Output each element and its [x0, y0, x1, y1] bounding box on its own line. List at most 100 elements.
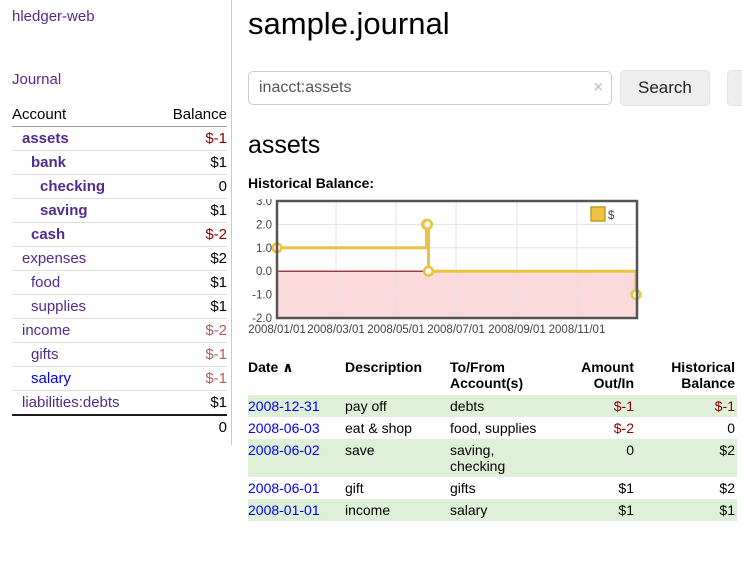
account-link-saving[interactable]: saving [40, 202, 88, 219]
transaction-date-link[interactable]: 2008-06-03 [248, 420, 320, 436]
account-balance: 0 [154, 174, 227, 199]
register-table-header: Date ∧ Description To/From Account(s) Amoun… [248, 355, 737, 395]
transaction-amount: 0 [626, 442, 634, 458]
account-link-liabilities-debts[interactable]: liabilities:debts [22, 394, 120, 411]
svg-text:-2.0: -2.0 [252, 313, 272, 325]
search-button[interactable]: Search [620, 70, 710, 106]
svg-text:2008/11/01: 2008/11/01 [549, 324, 606, 336]
transaction-amount: $-1 [613, 398, 634, 414]
account-link-gifts[interactable]: gifts [31, 346, 59, 363]
account-link-bank[interactable]: bank [31, 154, 67, 171]
account-row: supplies $1 [12, 294, 227, 319]
svg-text:2008/05/01: 2008/05/01 [367, 324, 425, 336]
transaction-row: 2008-06-01 gift gifts $1 $2 [248, 477, 737, 499]
svg-text:2008/01/01: 2008/01/01 [248, 324, 306, 336]
svg-text:2.0: 2.0 [256, 219, 272, 231]
spacer [12, 414, 155, 439]
accounts-header-balance: Balance [154, 103, 227, 127]
svg-text:2008/03/01: 2008/03/01 [307, 324, 365, 336]
column-header-description: Description [345, 359, 423, 375]
transaction-amount: $1 [618, 480, 634, 496]
column-header-date[interactable]: Date ∧ [248, 359, 294, 375]
account-row: checking 0 [12, 174, 227, 199]
transaction-accounts: food, supplies [450, 420, 537, 436]
transaction-date-link[interactable]: 2008-12-31 [248, 398, 320, 414]
transaction-description: eat & shop [345, 420, 412, 436]
chart-title: Historical Balance: [248, 175, 375, 191]
account-link-salary[interactable]: salary [31, 370, 72, 387]
accounts-table-body: assets $-1 bank $1 checking 0 saving $1 cash $-2 e… [12, 126, 227, 416]
account-link-assets[interactable]: assets [22, 130, 69, 147]
transaction-balance: $-1 [714, 398, 735, 414]
account-row: liabilities:debts $1 [12, 390, 227, 416]
accounts-table-header: Account Balance [12, 103, 227, 127]
account-balance: $1 [154, 390, 227, 416]
register-table-body: 2008-12-31 pay off debts $-1 $-1 2008-06-03 ea… [248, 395, 737, 521]
transaction-balance: $1 [719, 502, 735, 518]
account-link-checking[interactable]: checking [40, 178, 106, 195]
account-balance: $-2 [154, 222, 227, 247]
transaction-description: income [345, 502, 391, 518]
transaction-row: 2008-06-02 save saving, checking 0 $2 [248, 439, 737, 477]
account-link-expenses[interactable]: expenses [22, 250, 87, 267]
clear-search-icon[interactable]: × [593, 79, 603, 96]
transaction-date-link[interactable]: 2008-06-02 [248, 442, 320, 458]
account-row: assets $-1 [12, 126, 227, 151]
transaction-accounts: saving, checking [450, 442, 506, 474]
sidebar: hledger-web Journal Account Balance asse… [0, 0, 232, 445]
account-balance: $-1 [154, 342, 227, 367]
accounts-total-balance: 0 [154, 414, 227, 439]
svg-text:3.0: 3.0 [256, 199, 272, 208]
page-title: sample.journal [248, 6, 450, 41]
transaction-accounts: salary [450, 502, 488, 518]
column-header-amount-out-in: Amount Out/In [581, 359, 634, 391]
account-balance: $1 [154, 198, 227, 223]
svg-text:1.0: 1.0 [256, 243, 272, 255]
transaction-description: pay off [345, 398, 387, 414]
account-row: food $1 [12, 270, 227, 295]
app-brand-link[interactable]: hledger-web [12, 8, 95, 25]
svg-text:0.0: 0.0 [256, 266, 272, 278]
account-row: gifts $-1 [12, 342, 227, 367]
account-row: expenses $2 [12, 246, 227, 271]
account-row: salary $-1 [12, 366, 227, 391]
transaction-description: gift [345, 480, 364, 496]
transaction-accounts: debts [450, 398, 485, 414]
transaction-amount: $-2 [613, 420, 634, 436]
sidebar-item-journal[interactable]: Journal [12, 71, 62, 88]
transaction-row: 2008-12-31 pay off debts $-1 $-1 [248, 395, 737, 417]
transaction-date-link[interactable]: 2008-06-01 [248, 480, 320, 496]
transaction-balance: $2 [719, 442, 735, 458]
account-link-income[interactable]: income [22, 322, 71, 339]
accounts-total-row: 0 [12, 414, 227, 439]
account-balance: $1 [154, 270, 227, 295]
account-balance: $-2 [154, 318, 227, 343]
accounts-table: Account Balance assets $-1 bank $1 checking 0… [12, 103, 227, 439]
svg-text:-1.0: -1.0 [252, 290, 272, 302]
transaction-accounts: gifts [450, 480, 476, 496]
register-table: Date ∧ Description To/From Account(s) Amoun… [248, 355, 737, 521]
accounts-header-account: Account [12, 103, 155, 127]
account-row: bank $1 [12, 150, 227, 175]
account-link-food[interactable]: food [31, 274, 61, 291]
app-window: hledger-web Journal Account Balance asse… [0, 0, 742, 521]
account-row: saving $1 [12, 198, 227, 223]
account-balance: $1 [154, 294, 227, 319]
column-header-to-from-account-s-: To/From Account(s) [450, 359, 524, 391]
account-row: cash $-2 [12, 222, 227, 247]
search-input[interactable] [248, 71, 612, 105]
account-link-supplies[interactable]: supplies [31, 298, 87, 315]
transaction-balance: 0 [727, 420, 735, 436]
transaction-balance: $2 [719, 480, 735, 496]
main-content: sample.journal × Search ? assets Histori… [232, 0, 742, 521]
help-button[interactable]: ? [726, 70, 742, 106]
transaction-date-link[interactable]: 2008-01-01 [248, 502, 320, 518]
sort-asc-icon: ∧ [278, 359, 294, 375]
svg-text:2008/07/01: 2008/07/01 [427, 324, 485, 336]
search-form: × Search ? [248, 70, 742, 106]
account-balance: $2 [154, 246, 227, 271]
account-link-cash[interactable]: cash [31, 226, 66, 243]
account-balance: $1 [154, 150, 227, 175]
transaction-row: 2008-06-03 eat & shop food, supplies $-2 0 [248, 417, 737, 439]
